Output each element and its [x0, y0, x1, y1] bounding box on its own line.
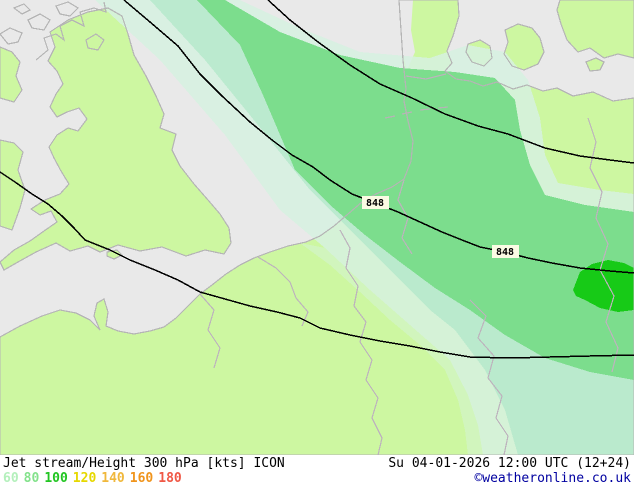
legend-scale: 60 80 100 120 140 160 180 [3, 471, 182, 486]
jet-stream-map: 848 848 [0, 0, 634, 455]
map-footer: Jet stream/Height 300 hPa [kts] ICON Su … [0, 455, 634, 490]
wadden-islands [384, 106, 449, 119]
legend-value-100: 100 [44, 471, 68, 486]
scotland-coast [35, 1, 107, 61]
jet-stream-bands [95, 0, 634, 455]
contour-label: 848 [366, 198, 384, 209]
legend-value-180: 180 [158, 471, 182, 486]
legend-value-140: 140 [101, 471, 125, 486]
map-title: Jet stream/Height 300 hPa [kts] ICON [3, 456, 285, 471]
legend-value-60: 60 [3, 471, 19, 486]
legend-value-160: 160 [129, 471, 154, 486]
jet-band-100 [573, 260, 634, 312]
jet-band-80 [197, 0, 634, 380]
border-layer [199, 73, 619, 455]
contour-label-box [492, 245, 519, 258]
contour-label: 848 [496, 247, 514, 258]
contour-labels: 848 848 [362, 196, 519, 258]
coastline-layer [0, 0, 634, 455]
map-datetime: Su 04-01-2026 12:00 UTC (12+24) [388, 456, 631, 471]
contour-line-856 [0, 171, 634, 359]
legend-value-120: 120 [72, 471, 97, 486]
copyright: ©weatheronline.co.uk [474, 471, 631, 486]
legend-value-80: 80 [23, 471, 40, 486]
contour-label-box [362, 196, 389, 209]
contour-line-840 [267, 0, 634, 164]
